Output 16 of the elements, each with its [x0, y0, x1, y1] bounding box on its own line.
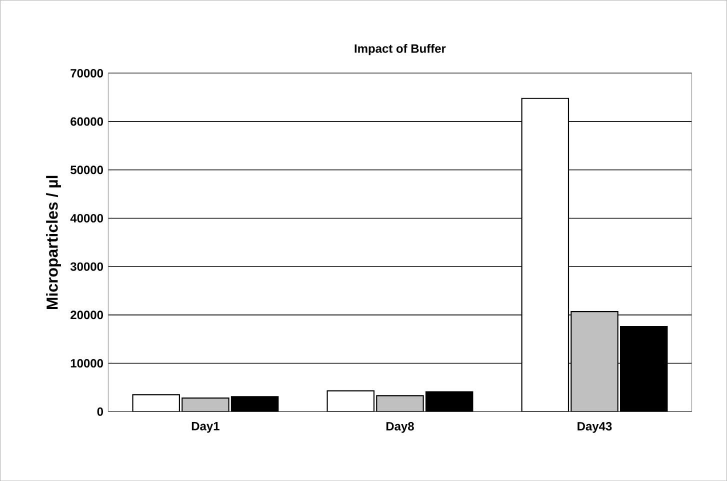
- y-tick-label: 30000: [70, 262, 103, 271]
- y-tick-label: 60000: [70, 117, 103, 126]
- x-tick-label: Day8: [386, 422, 414, 433]
- y-tick-label: 70000: [70, 68, 103, 78]
- y-tick-label: 40000: [70, 214, 103, 222]
- bar: [570, 310, 618, 412]
- x-tick-label: Day1: [192, 422, 220, 433]
- y-tick-label: 0: [97, 407, 103, 416]
- chart-title: Impact of Buffer: [354, 44, 446, 56]
- bar: [182, 398, 229, 412]
- y-axis-title: Microparticles / µl: [46, 176, 61, 309]
- y-tick-label: 10000: [70, 358, 103, 368]
- y-tick-label: 50000: [70, 166, 103, 174]
- bar: [376, 395, 424, 412]
- y-tick-label: 20000: [70, 310, 103, 320]
- x-tick-label: Day43: [578, 422, 612, 433]
